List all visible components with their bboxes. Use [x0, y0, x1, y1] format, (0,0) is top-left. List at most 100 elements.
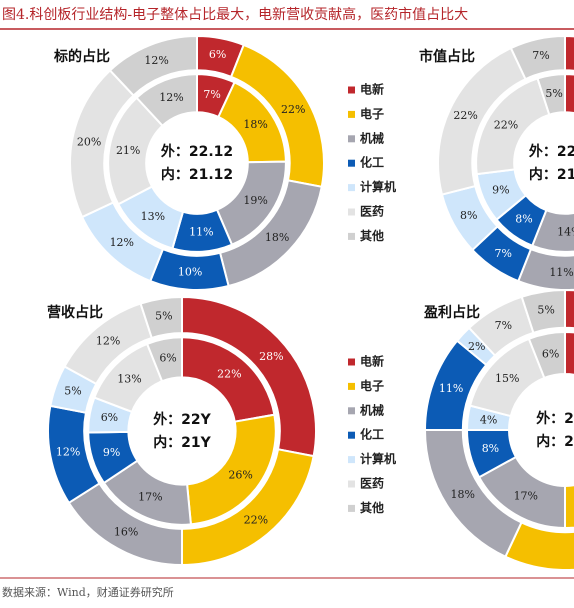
slice-label: 10% — [178, 266, 202, 279]
slice-label: 8% — [460, 209, 477, 222]
slice-label: 22% — [453, 109, 477, 122]
center-label: 内：21Y — [153, 434, 211, 451]
center-label: 内：21.12 — [529, 166, 574, 183]
slice-label: 6% — [209, 48, 226, 61]
legend-label: 其他 — [360, 500, 384, 515]
donut-slice — [135, 73, 198, 128]
legend-swatch — [348, 135, 355, 143]
slice-label: 12% — [56, 446, 80, 459]
legend-swatch — [348, 184, 355, 192]
center-label: 内：21Y — [536, 433, 574, 450]
slice-label: 11% — [549, 266, 573, 279]
slice-label: 26% — [228, 469, 252, 482]
legend-label: 计算机 — [360, 451, 396, 466]
legend-label: 化工 — [360, 427, 384, 442]
slice-label: 7% — [203, 88, 220, 101]
slice-label: 21% — [116, 144, 140, 157]
chart-title: 盈利占比 — [423, 304, 480, 321]
legend-label: 机械 — [360, 130, 384, 145]
slice-label: 13% — [117, 372, 141, 385]
slice-label: 11% — [189, 226, 213, 239]
donut-slice — [139, 295, 183, 340]
chart-title: 营收占比 — [47, 304, 103, 321]
slice-label: 12% — [159, 91, 183, 104]
donut-slice — [527, 330, 566, 380]
center-label: 外：22Y — [153, 411, 211, 428]
donut-slice — [564, 330, 574, 376]
legend-label: 电新 — [360, 82, 384, 97]
legend-swatch — [348, 159, 355, 167]
slice-label: 7% — [495, 319, 512, 332]
slice-label: 12% — [96, 335, 120, 348]
slice-label: 11% — [439, 382, 463, 395]
slice-label: 15% — [495, 372, 519, 385]
donut-slice — [509, 34, 566, 81]
slice-label: 8% — [482, 442, 499, 455]
slice-label: 14% — [557, 226, 574, 239]
center-label: 外：22Y — [536, 410, 574, 427]
legend-swatch — [348, 480, 355, 488]
legend-label: 电子 — [360, 106, 384, 121]
legend-label: 电子 — [360, 378, 384, 393]
legend-label: 医药 — [360, 204, 384, 219]
slice-label: 12% — [144, 54, 168, 67]
slice-label: 5% — [155, 310, 172, 323]
source: 数据来源：Wind，财通证券研究所 — [2, 585, 174, 599]
slice-label: 18% — [243, 118, 267, 131]
donut-slice — [145, 336, 183, 383]
slice-label: 22% — [244, 513, 268, 526]
legend-label: 医药 — [360, 476, 384, 491]
page-title: 图4.科创板行业结构-电子整体占比最大，电新营收贡献高，医药市值占比大 — [2, 6, 468, 23]
donut-slice — [108, 34, 198, 97]
slice-label: 5% — [537, 303, 554, 316]
legend-swatch — [348, 358, 355, 366]
slice-label: 13% — [141, 210, 165, 223]
donut-slice — [564, 73, 574, 115]
slice-label: 7% — [532, 49, 549, 62]
legend-swatch — [348, 456, 355, 464]
slice-label: 4% — [480, 413, 497, 426]
legend-swatch — [348, 86, 355, 94]
slice-label: 16% — [114, 526, 138, 539]
slice-label: 9% — [492, 184, 509, 197]
legend-swatch — [348, 382, 355, 390]
slice-label: 5% — [64, 385, 81, 398]
slice-label: 19% — [243, 194, 267, 207]
center-label: 外：22.12 — [161, 143, 233, 160]
chart-title: 标的占比 — [53, 48, 110, 65]
legend-swatch — [348, 208, 355, 216]
legend-swatch — [348, 431, 355, 439]
donut-slice — [186, 413, 277, 526]
legend-label: 计算机 — [360, 179, 396, 194]
slice-label: 6% — [159, 352, 176, 365]
slice-label: 22% — [281, 103, 305, 116]
slice-label: 20% — [77, 135, 101, 148]
slice-label: 6% — [542, 347, 559, 360]
donut-slice — [564, 34, 574, 72]
slice-label: 17% — [138, 491, 162, 504]
legend-swatch — [348, 407, 355, 415]
slice-label: 22% — [217, 368, 241, 381]
donut-slice — [564, 288, 574, 330]
slice-label: 18% — [265, 231, 289, 244]
center-label: 内：21.12 — [161, 166, 233, 183]
legend-label: 其他 — [360, 228, 384, 243]
slice-label: 8% — [515, 213, 532, 226]
center-label: 外：22.12 — [529, 143, 574, 160]
slice-label: 5% — [545, 87, 562, 100]
slice-label: 9% — [103, 446, 120, 459]
slice-label: 28% — [259, 350, 283, 363]
slice-label: 18% — [451, 488, 475, 501]
donut-slice — [520, 288, 566, 335]
legend-label: 机械 — [360, 402, 384, 417]
legend-label: 化工 — [360, 155, 384, 170]
legend-swatch — [348, 110, 355, 118]
slice-label: 12% — [110, 236, 134, 249]
donut-slice — [536, 73, 566, 116]
slice-label: 17% — [514, 489, 538, 502]
slice-label: 6% — [101, 411, 118, 424]
legend-label: 电新 — [360, 354, 384, 369]
chart-title: 市值占比 — [419, 48, 475, 65]
slice-label: 7% — [495, 247, 512, 260]
